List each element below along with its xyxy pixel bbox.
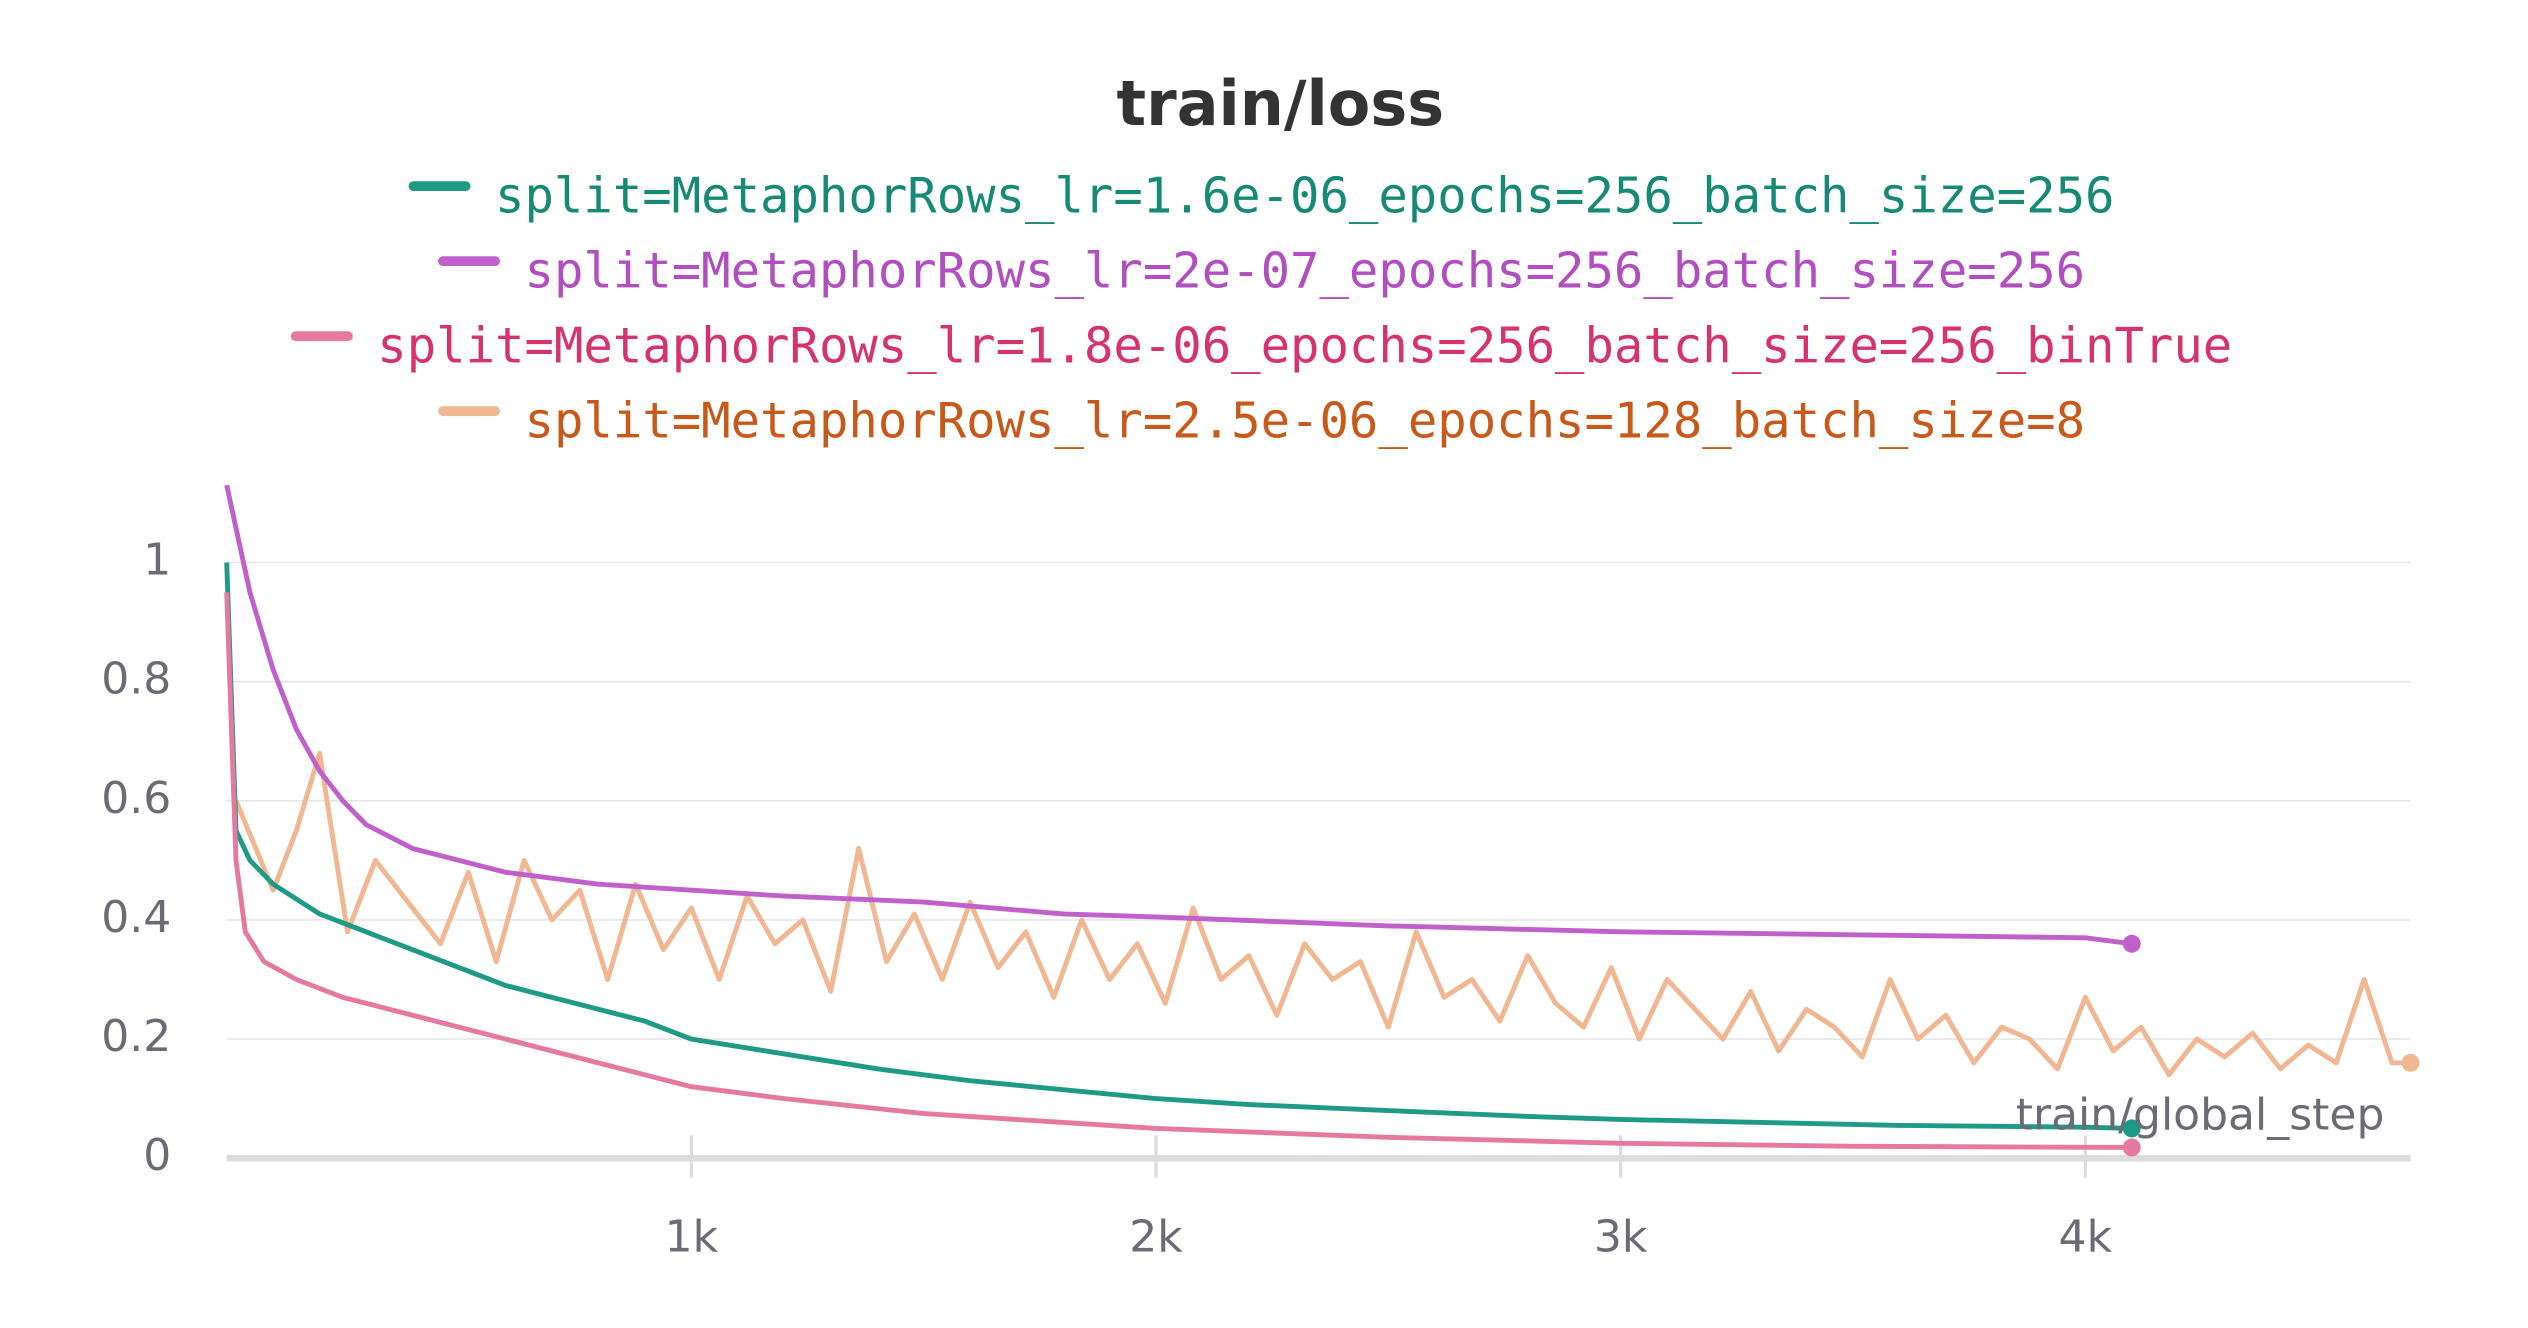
series-line (224, 562, 2132, 1131)
x-tick-label: 1k (665, 1212, 719, 1263)
end-marker (2122, 1138, 2141, 1157)
x-tick-label: 3k (1594, 1212, 1648, 1263)
end-marker (2122, 934, 2141, 953)
series-line (233, 750, 2411, 1078)
legend-label: split=MetaphorRows_lr=2.5e-06_epochs=128… (525, 393, 2086, 450)
y-tick-label: 0 (143, 1130, 171, 1181)
x-tick-label: 4k (2059, 1212, 2113, 1263)
end-marker (2122, 1119, 2141, 1138)
y-tick-label: 0.2 (101, 1011, 171, 1062)
chart-title: train/loss (1117, 67, 1445, 140)
y-tick-label: 0.8 (101, 654, 171, 705)
legend-label: split=MetaphorRows_lr=1.6e-06_epochs=256… (495, 168, 2114, 225)
x-tick-label: 2k (1129, 1212, 1183, 1263)
series-line (224, 592, 2132, 1150)
y-tick-label: 1 (143, 535, 171, 586)
y-tick-label: 0.4 (101, 892, 171, 943)
end-marker (2401, 1053, 2420, 1072)
legend-label: split=MetaphorRows_lr=2e-07_epochs=256_b… (525, 243, 2086, 300)
y-tick-label: 0.6 (101, 773, 171, 824)
series-line (224, 484, 2133, 947)
legend-label: split=MetaphorRows_lr=1.8e-06_epochs=256… (377, 318, 2232, 375)
x-axis-label: train/global_step (2016, 1089, 2385, 1140)
